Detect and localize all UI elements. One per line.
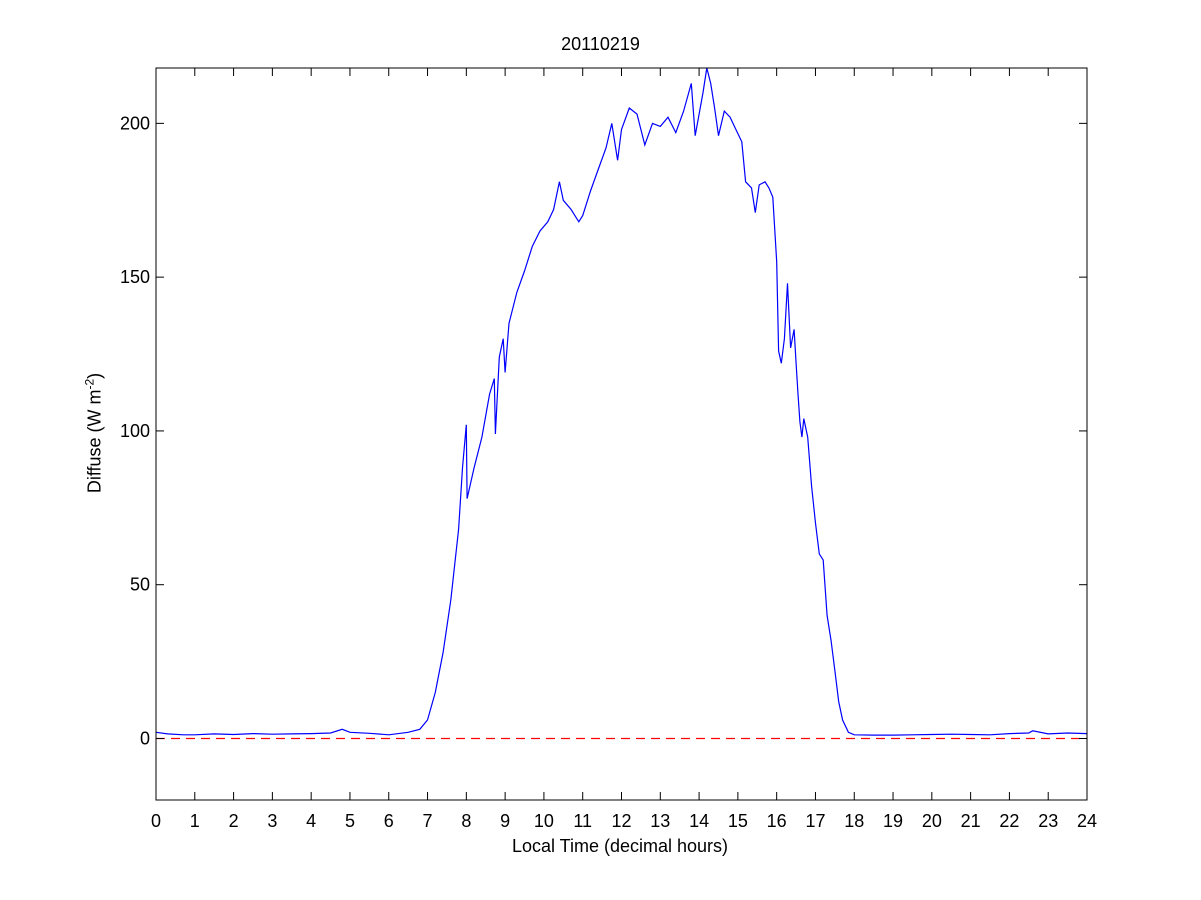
x-tick-label-21: 21 [961, 811, 981, 831]
x-tick-label-16: 16 [767, 811, 787, 831]
y-tick-label-50: 50 [130, 575, 150, 595]
x-tick-label-24: 24 [1077, 811, 1097, 831]
x-tick-label-1: 1 [190, 811, 200, 831]
x-tick-label-10: 10 [534, 811, 554, 831]
x-tick-label-18: 18 [844, 811, 864, 831]
y-axis-label-text: Diffuse (W m [84, 389, 105, 494]
x-tick-label-12: 12 [611, 811, 631, 831]
x-tick-label-20: 20 [922, 811, 942, 831]
y-tick-label-100: 100 [120, 421, 150, 441]
y-tick-label-0: 0 [140, 728, 150, 748]
y-axis-label-close: ) [84, 372, 105, 379]
y-tick-label-200: 200 [120, 113, 150, 133]
x-tick-label-4: 4 [306, 811, 316, 831]
x-tick-label-6: 6 [384, 811, 394, 831]
x-tick-label-0: 0 [151, 811, 161, 831]
x-tick-label-7: 7 [423, 811, 433, 831]
series-line-0 [155, 67, 1088, 736]
y-axis-label: Diffuse (W m-2) [83, 373, 106, 493]
x-tick-label-2: 2 [229, 811, 239, 831]
x-tick-label-11: 11 [573, 811, 592, 831]
chart-title: 20110219 [561, 34, 640, 54]
x-tick-label-22: 22 [999, 811, 1019, 831]
axes-box [155, 67, 1088, 801]
x-tick-label-8: 8 [461, 811, 471, 831]
x-tick-label-17: 17 [805, 811, 825, 831]
y-tick-label-150: 150 [120, 267, 150, 287]
x-tick-label-23: 23 [1038, 811, 1058, 831]
x-tick-label-5: 5 [345, 811, 355, 831]
x-tick-label-9: 9 [500, 811, 510, 831]
x-tick-label-15: 15 [728, 811, 748, 831]
x-tick-label-13: 13 [650, 811, 670, 831]
x-tick-label-3: 3 [267, 811, 277, 831]
x-axis-label: Local Time (decimal hours) [511, 836, 729, 856]
x-tick-label-19: 19 [883, 811, 903, 831]
y-axis-label-exponent: -2 [82, 378, 97, 390]
x-tick-label-14: 14 [689, 811, 709, 831]
